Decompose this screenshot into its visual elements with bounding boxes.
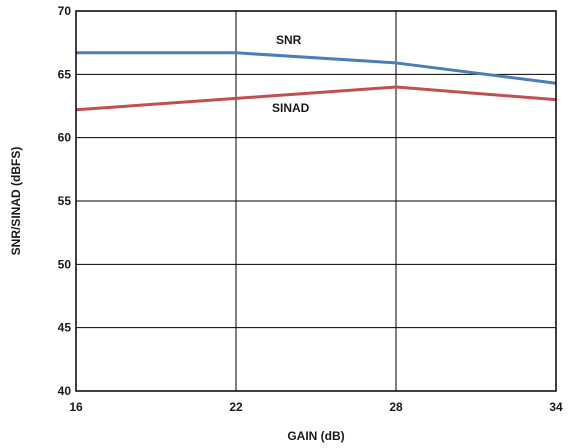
y-tick-label: 55	[58, 194, 72, 208]
y-axis-label: SNR/SINAD (dBFS)	[9, 147, 23, 256]
x-tick-label: 22	[229, 400, 243, 414]
x-tick-labels: 16 22 28 34	[69, 400, 563, 414]
x-tick-label: 28	[389, 400, 403, 414]
y-tick-label: 50	[58, 257, 72, 271]
series-lines	[75, 51, 557, 112]
y-tick-label: 70	[58, 4, 72, 18]
plot-frame	[75, 10, 557, 392]
grid	[75, 10, 557, 392]
y-tick-label: 65	[58, 67, 72, 81]
x-axis-label: GAIN (dB)	[287, 429, 344, 443]
series-line-snr	[76, 51, 557, 85]
x-tick-label: 34	[549, 400, 563, 414]
x-tick-label: 16	[69, 400, 83, 414]
series-label-sinad: SINAD	[272, 101, 310, 115]
y-tick-labels: 40 45 50 55 60 65 70	[58, 4, 72, 398]
series-line-sinad	[75, 85, 557, 112]
y-tick-label: 45	[58, 321, 72, 335]
y-tick-label: 40	[58, 384, 72, 398]
y-tick-label: 60	[58, 131, 72, 145]
series-label-snr: SNR	[276, 33, 302, 47]
